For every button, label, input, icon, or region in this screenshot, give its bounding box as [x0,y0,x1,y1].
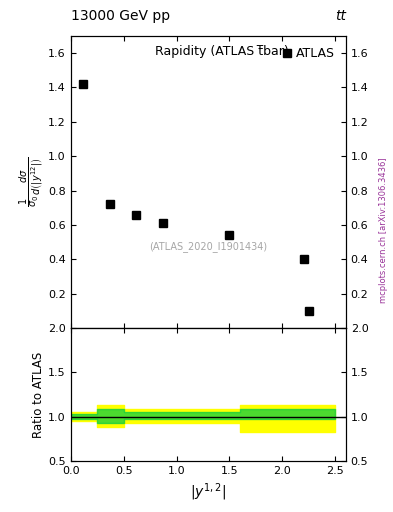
Text: (ATLAS_2020_I1901434): (ATLAS_2020_I1901434) [149,241,267,252]
Text: 13000 GeV pp: 13000 GeV pp [71,9,170,23]
ATLAS [160,220,165,226]
ATLAS [108,201,112,207]
Text: tt: tt [335,9,346,23]
Text: mcplots.cern.ch [arXiv:1306.3436]: mcplots.cern.ch [arXiv:1306.3436] [379,158,387,303]
ATLAS [307,308,311,314]
Line: ATLAS: ATLAS [79,80,313,315]
ATLAS [301,256,306,262]
Text: Rapidity (ATLAS t̅bar): Rapidity (ATLAS t̅bar) [155,45,289,58]
X-axis label: $|y^{1,2}|$: $|y^{1,2}|$ [190,481,226,503]
Legend: ATLAS: ATLAS [277,42,340,65]
ATLAS [134,211,139,218]
Y-axis label: Ratio to ATLAS: Ratio to ATLAS [32,351,45,438]
ATLAS [81,81,86,87]
ATLAS [227,232,232,238]
Y-axis label: $\frac{1}{\sigma_0}\frac{d\sigma}{d\left(|y^{12}|\right)}$: $\frac{1}{\sigma_0}\frac{d\sigma}{d\left… [17,157,45,207]
